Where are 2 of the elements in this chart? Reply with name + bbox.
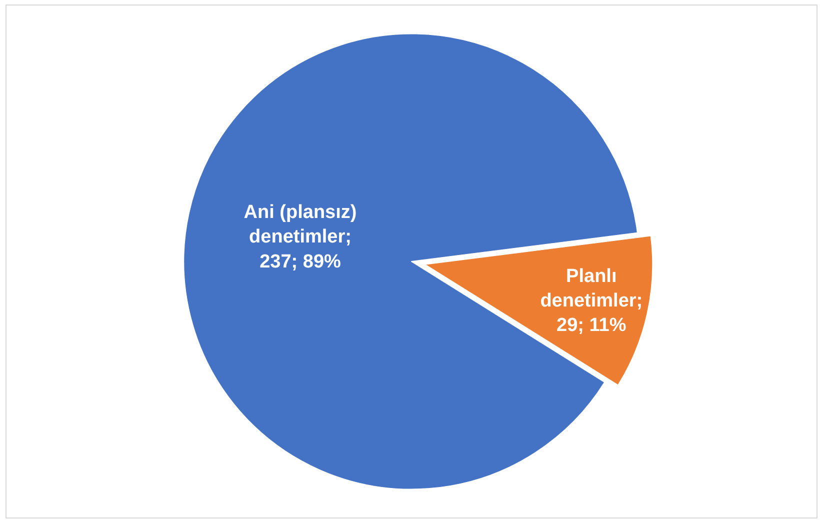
slice-label: Planlı denetimler; 29; 11%	[540, 266, 643, 336]
slice-label: Ani (plansız) denetimler; 237; 89%	[244, 202, 357, 272]
